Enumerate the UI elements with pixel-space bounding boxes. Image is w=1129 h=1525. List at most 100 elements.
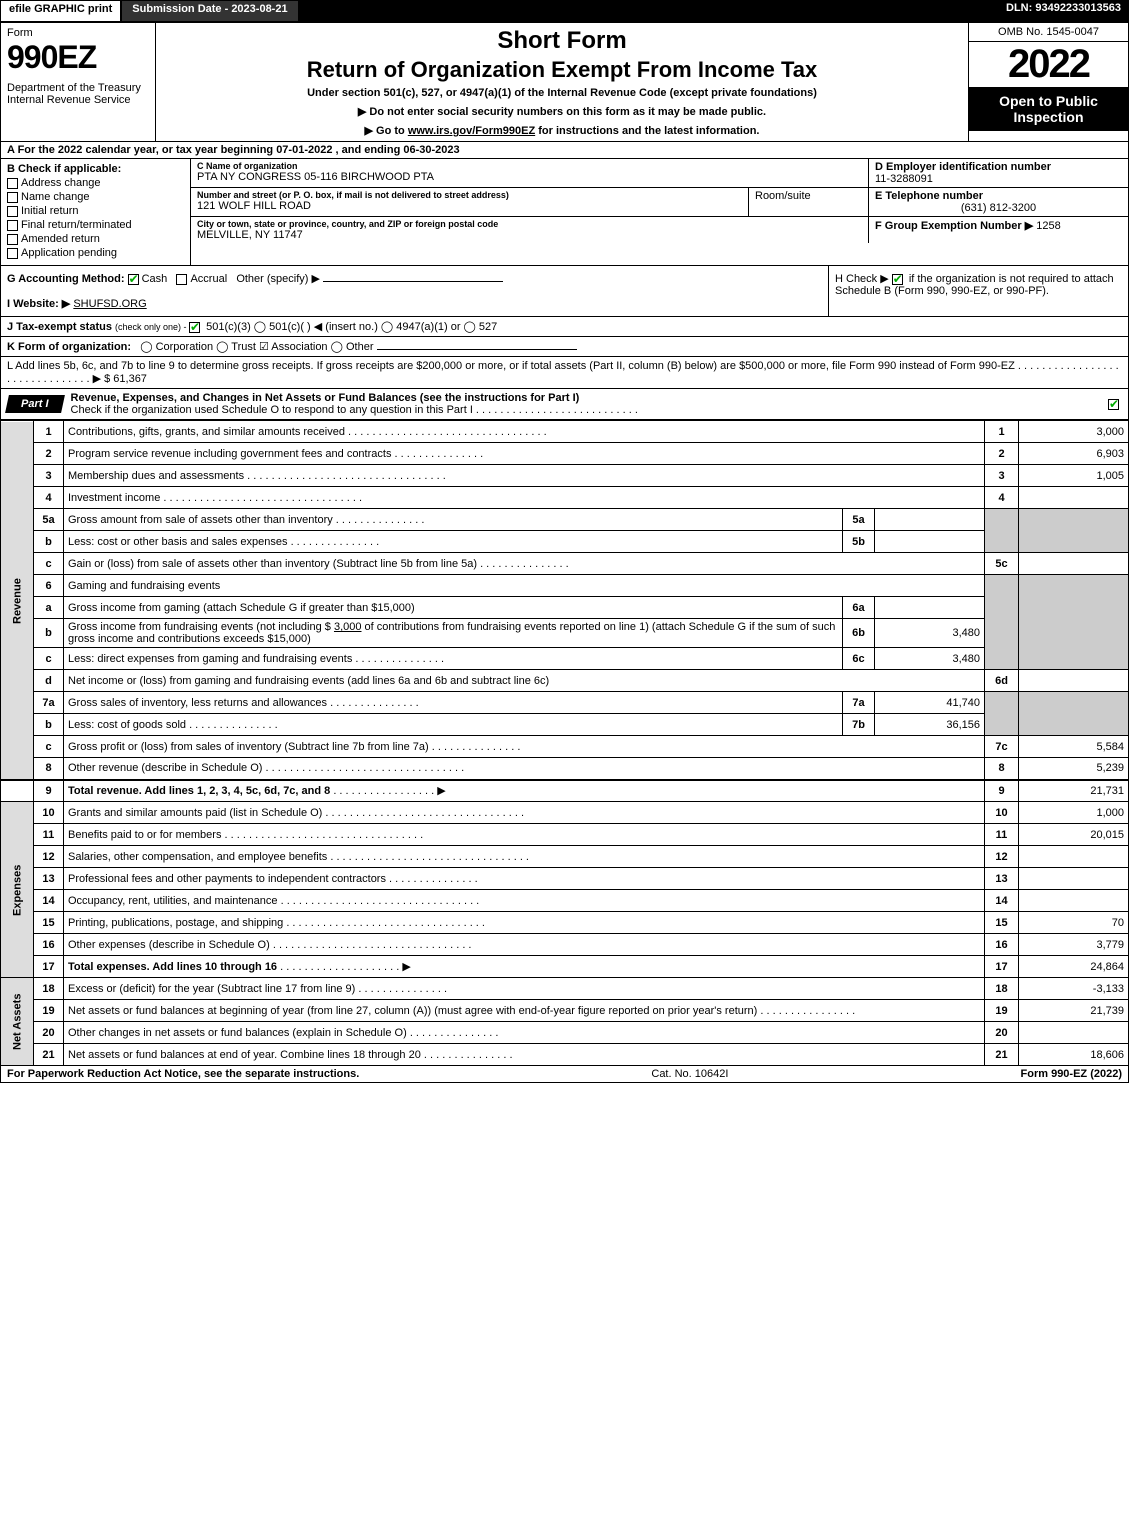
chk-name-change[interactable]: Name change xyxy=(7,191,184,203)
i-label: I Website: ▶ xyxy=(7,298,70,310)
line-6a-mn: 6a xyxy=(843,597,875,619)
shade-6-val xyxy=(1019,575,1129,670)
chk-initial-return[interactable]: Initial return xyxy=(7,205,184,217)
line-14-val xyxy=(1019,890,1129,912)
line-11-val: 20,015 xyxy=(1019,824,1129,846)
line-5a-mv xyxy=(875,509,985,531)
part1-tab: Part I xyxy=(21,398,49,410)
line-14-desc: Occupancy, rent, utilities, and maintena… xyxy=(68,895,479,907)
group-exemption-value: 1258 xyxy=(1036,220,1060,232)
line-15-rn: 15 xyxy=(985,912,1019,934)
chk-application-pending[interactable]: Application pending xyxy=(7,247,184,259)
line-6b-mv: 3,480 xyxy=(875,619,985,648)
line-5c-rn: 5c xyxy=(985,553,1019,575)
e-label: E Telephone number xyxy=(875,190,1122,202)
line-4-rn: 4 xyxy=(985,487,1019,509)
website-link[interactable]: SHUFSD.ORG xyxy=(73,298,146,310)
line-17-num: 17 xyxy=(34,956,64,978)
line-17-rn: 17 xyxy=(985,956,1019,978)
section-k: K Form of organization: ◯ Corporation ◯ … xyxy=(0,337,1129,357)
open-public-inspection: Open to Public Inspection xyxy=(969,87,1128,131)
line-8-num: 8 xyxy=(34,758,64,780)
shade-6 xyxy=(985,575,1019,670)
line-11-num: 11 xyxy=(34,824,64,846)
shade-5ab-val xyxy=(1019,509,1129,553)
line-8-val: 5,239 xyxy=(1019,758,1129,780)
line-4-val xyxy=(1019,487,1129,509)
line-6b-num: b xyxy=(34,619,64,648)
line-15-val: 70 xyxy=(1019,912,1129,934)
chk-schedule-b[interactable] xyxy=(892,274,903,285)
goto-pre: ▶ Go to xyxy=(365,125,408,137)
line-7c-rn: 7c xyxy=(985,736,1019,758)
efile-print[interactable]: efile GRAPHIC print xyxy=(0,0,121,22)
street-value: 121 WOLF HILL ROAD xyxy=(197,200,742,212)
section-i: I Website: ▶ SHUFSD.ORG xyxy=(7,297,822,310)
footer: For Paperwork Reduction Act Notice, see … xyxy=(0,1066,1129,1083)
line-8-rn: 8 xyxy=(985,758,1019,780)
line-5b-num: b xyxy=(34,531,64,553)
line-7b-desc: Less: cost of goods sold xyxy=(68,719,278,731)
k-label: K Form of organization: xyxy=(7,341,131,353)
chk-final-return[interactable]: Final return/terminated xyxy=(7,219,184,231)
d-label: D Employer identification number xyxy=(875,161,1122,173)
chk-address-change[interactable]: Address change xyxy=(7,177,184,189)
dept-treasury: Department of the Treasury Internal Reve… xyxy=(7,82,149,106)
footer-right: Form 990-EZ (2022) xyxy=(1021,1068,1122,1080)
chk-amended-return[interactable]: Amended return xyxy=(7,233,184,245)
line-9-desc: Total revenue. Add lines 1, 2, 3, 4, 5c,… xyxy=(68,785,330,797)
line-18-val: -3,133 xyxy=(1019,978,1129,1000)
line-5c-num: c xyxy=(34,553,64,575)
line-6c-desc: Less: direct expenses from gaming and fu… xyxy=(68,653,444,665)
chk-cash[interactable] xyxy=(128,274,139,285)
h-pre: H Check ▶ xyxy=(835,273,892,285)
spacer-cell xyxy=(1,780,34,802)
line-5c-desc: Gain or (loss) from sale of assets other… xyxy=(68,558,569,570)
line-9-rn: 9 xyxy=(985,780,1019,802)
line-5b-desc: Less: cost or other basis and sales expe… xyxy=(68,536,379,548)
line-13-num: 13 xyxy=(34,868,64,890)
line-10-rn: 10 xyxy=(985,802,1019,824)
line-16-val: 3,779 xyxy=(1019,934,1129,956)
line-1-val: 3,000 xyxy=(1019,421,1129,443)
short-form-label: Short Form xyxy=(164,27,960,55)
irs-link[interactable]: www.irs.gov/Form990EZ xyxy=(408,125,535,137)
shade-5ab xyxy=(985,509,1019,553)
chk-501c3[interactable] xyxy=(189,322,200,333)
chk-schedule-o[interactable] xyxy=(1108,399,1119,410)
line-6a-desc: Gross income from gaming (attach Schedul… xyxy=(64,597,843,619)
line-2-desc: Program service revenue including govern… xyxy=(68,448,483,460)
line-4-num: 4 xyxy=(34,487,64,509)
line-15-num: 15 xyxy=(34,912,64,934)
line-18-rn: 18 xyxy=(985,978,1019,1000)
footer-center: Cat. No. 10642I xyxy=(359,1068,1020,1080)
section-h: H Check ▶ if the organization is not req… xyxy=(828,266,1128,316)
omb-number: OMB No. 1545-0047 xyxy=(969,23,1128,42)
tax-year: 2022 xyxy=(969,42,1128,87)
ein-value: 11-3288091 xyxy=(875,173,1122,185)
line-5a-num: 5a xyxy=(34,509,64,531)
line-6c-mn: 6c xyxy=(843,648,875,670)
part1-check-line: Check if the organization used Schedule … xyxy=(71,404,638,416)
line-6a-mv xyxy=(875,597,985,619)
line-7a-desc: Gross sales of inventory, less returns a… xyxy=(68,697,419,709)
line-20-val xyxy=(1019,1022,1129,1044)
line-15-desc: Printing, publications, postage, and shi… xyxy=(68,917,485,929)
line-5b-mn: 5b xyxy=(843,531,875,553)
form-header: Form 990EZ Department of the Treasury In… xyxy=(0,22,1129,142)
chk-accrual[interactable] xyxy=(176,274,187,285)
section-a: A For the 2022 calendar year, or tax yea… xyxy=(0,142,1129,159)
side-revenue: Revenue xyxy=(1,421,34,780)
line-8-desc: Other revenue (describe in Schedule O) xyxy=(68,762,464,774)
line-3-num: 3 xyxy=(34,465,64,487)
shade-7ab-val xyxy=(1019,692,1129,736)
line-7c-val: 5,584 xyxy=(1019,736,1129,758)
line-21-val: 18,606 xyxy=(1019,1044,1129,1066)
line-1-rn: 1 xyxy=(985,421,1019,443)
c-street-label: Number and street (or P. O. box, if mail… xyxy=(197,190,742,200)
line-21-rn: 21 xyxy=(985,1044,1019,1066)
form-title: Return of Organization Exempt From Incom… xyxy=(164,57,960,83)
line-5c-val xyxy=(1019,553,1129,575)
line-18-num: 18 xyxy=(34,978,64,1000)
b-header: B Check if applicable: xyxy=(7,163,184,175)
